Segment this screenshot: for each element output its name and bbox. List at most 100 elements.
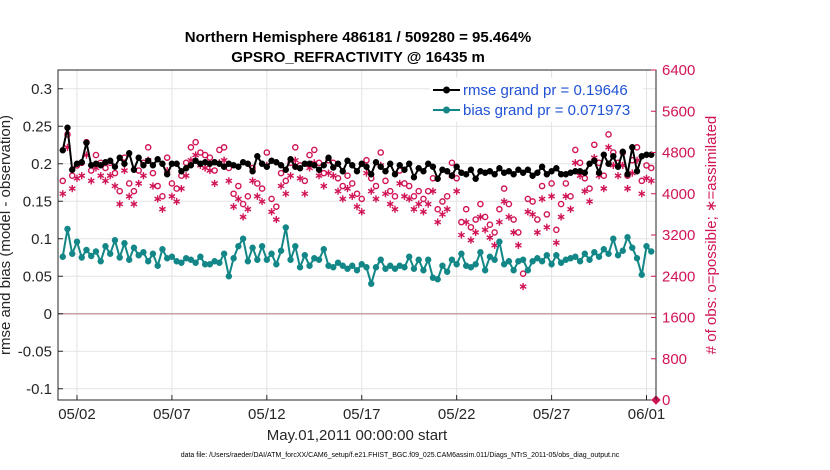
possible-obs-marker xyxy=(453,174,460,182)
possible-obs-marker xyxy=(424,187,432,195)
rmse-point xyxy=(83,139,90,146)
assimilated-obs-marker xyxy=(467,236,475,244)
assimilated-obs-marker xyxy=(567,205,575,213)
assimilated-obs-marker xyxy=(391,205,399,213)
assimilated-obs-marker xyxy=(410,205,418,213)
bias-point xyxy=(140,249,147,256)
possible-obs-marker xyxy=(443,193,451,200)
bias-point xyxy=(614,252,622,259)
rmse-point xyxy=(595,169,603,176)
bias-point xyxy=(197,253,204,260)
rmse-point xyxy=(448,172,456,179)
rmse-point xyxy=(415,165,422,172)
right-axis-tick-marks xyxy=(651,69,656,401)
x-axis-tick-marks xyxy=(76,395,648,400)
rmse-point xyxy=(277,162,285,169)
rmse-point xyxy=(344,157,351,164)
rmse-point xyxy=(619,148,626,155)
bias-point xyxy=(254,256,261,263)
bias-point xyxy=(595,253,603,260)
assimilated-obs-marker xyxy=(334,187,342,195)
possible-obs-marker xyxy=(638,177,646,185)
bias-point xyxy=(178,259,185,266)
rmse-point xyxy=(301,160,308,167)
rmse-point xyxy=(391,171,399,178)
possible-obs-marker xyxy=(59,177,67,185)
rmse-point xyxy=(163,171,171,178)
rmse-point xyxy=(78,159,85,166)
bias-point xyxy=(225,273,233,280)
bias-point xyxy=(643,243,650,250)
possible-obs-marker xyxy=(239,200,247,208)
rmse-point xyxy=(467,166,475,173)
bias-point xyxy=(320,246,327,253)
rmse-point xyxy=(111,163,119,170)
possible-obs-marker xyxy=(211,167,218,174)
assimilated-obs-marker xyxy=(348,192,356,200)
rmse-point xyxy=(311,162,318,169)
possible-obs-marker xyxy=(505,200,513,208)
rmse-point xyxy=(648,151,655,158)
rmse-point xyxy=(515,166,522,173)
possible-obs-marker xyxy=(647,164,655,172)
rmse-point xyxy=(429,163,437,170)
possible-obs-marker xyxy=(363,156,370,164)
possible-obs-marker xyxy=(458,218,465,226)
bias-point xyxy=(73,238,81,245)
assimilated-obs-marker xyxy=(234,195,242,203)
bias-point xyxy=(534,255,541,262)
rmse-point xyxy=(629,144,636,151)
rmse-point xyxy=(140,162,147,169)
possible-obs-marker xyxy=(491,229,498,236)
possible-obs-marker xyxy=(163,154,171,161)
assimilated-obs-marker xyxy=(562,192,570,200)
assimilated-obs-marker xyxy=(135,179,143,188)
bias-point xyxy=(496,238,503,245)
rmse-point xyxy=(59,147,66,154)
bias-point xyxy=(168,253,176,260)
bias-point xyxy=(581,250,589,257)
assimilated-obs-marker xyxy=(97,172,105,180)
bias-point xyxy=(306,262,313,269)
rmse-point xyxy=(572,168,579,175)
assimilated-obs-marker xyxy=(472,228,480,237)
rmse-point xyxy=(220,163,228,170)
possible-obs-marker xyxy=(144,144,152,151)
x-tick-label: 05/22 xyxy=(438,406,476,423)
bias-point xyxy=(586,256,593,263)
rmse-point xyxy=(254,153,261,160)
left-tick-label: 0.15 xyxy=(23,193,52,210)
rmse-point xyxy=(315,166,323,173)
bias-point xyxy=(292,243,299,250)
assimilated-obs-marker xyxy=(101,177,109,185)
bias-point xyxy=(244,258,252,265)
rmse-point xyxy=(462,171,470,178)
possible-obs-marker xyxy=(496,205,503,213)
possible-obs-marker xyxy=(358,195,366,203)
assimilated-obs-marker xyxy=(230,203,238,211)
possible-obs-marker xyxy=(410,193,418,200)
possible-obs-marker xyxy=(391,193,399,200)
assimilated-obs-marker xyxy=(182,172,190,180)
possible-obs-marker xyxy=(306,151,313,159)
rmse-point xyxy=(168,160,176,167)
rmse-point xyxy=(320,162,327,169)
bias-point xyxy=(624,234,631,241)
rmse-point xyxy=(353,168,361,175)
assimilated-obs-marker xyxy=(638,190,646,198)
bias-point xyxy=(387,262,394,269)
possible-obs-marker xyxy=(553,226,560,234)
x-tick-label: 05/02 xyxy=(58,406,96,423)
rmse-point xyxy=(258,160,266,167)
assimilated-obs-marker xyxy=(272,215,280,224)
assimilated-obs-marker xyxy=(277,182,285,190)
legend-rmse-label: rmse grand pr = 0.19646 xyxy=(463,82,628,99)
bias-point xyxy=(453,261,460,268)
assimilated-obs-marker xyxy=(614,172,622,180)
possible-obs-marker xyxy=(519,270,527,277)
x-tick-label: 06/01 xyxy=(628,406,666,423)
assimilated-obs-marker xyxy=(533,228,541,237)
assimilated-obs-marker xyxy=(438,210,446,218)
rmse-point xyxy=(605,160,612,167)
